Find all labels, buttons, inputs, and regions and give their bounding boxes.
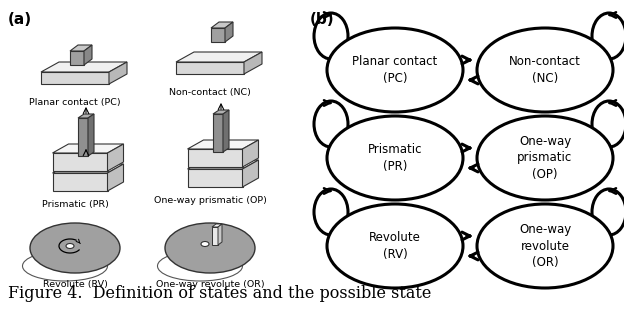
Text: One-way revolute (OR): One-way revolute (OR)	[155, 280, 265, 289]
Polygon shape	[88, 114, 94, 156]
Text: (a): (a)	[8, 12, 32, 27]
Polygon shape	[187, 169, 243, 187]
Ellipse shape	[592, 13, 624, 59]
Ellipse shape	[477, 204, 613, 288]
Ellipse shape	[314, 189, 348, 235]
Polygon shape	[41, 62, 127, 72]
Polygon shape	[70, 45, 92, 51]
Ellipse shape	[592, 189, 624, 235]
Text: (b): (b)	[310, 12, 334, 27]
Polygon shape	[223, 110, 229, 152]
Ellipse shape	[327, 116, 463, 200]
Ellipse shape	[327, 28, 463, 112]
Polygon shape	[52, 173, 107, 191]
Polygon shape	[187, 160, 258, 169]
Ellipse shape	[477, 28, 613, 112]
Polygon shape	[107, 144, 124, 171]
Ellipse shape	[66, 243, 74, 248]
Polygon shape	[78, 118, 88, 156]
Ellipse shape	[477, 116, 613, 200]
Ellipse shape	[165, 223, 255, 273]
Polygon shape	[176, 62, 244, 74]
Polygon shape	[52, 164, 124, 173]
Polygon shape	[211, 22, 233, 28]
Polygon shape	[225, 22, 233, 42]
Text: Non-contact (NC): Non-contact (NC)	[169, 88, 251, 97]
Polygon shape	[211, 28, 225, 42]
Text: Non-contact
(NC): Non-contact (NC)	[509, 55, 581, 85]
Polygon shape	[187, 149, 243, 167]
Polygon shape	[243, 160, 258, 187]
Text: Planar contact
(PC): Planar contact (PC)	[353, 55, 437, 85]
Ellipse shape	[592, 101, 624, 147]
Polygon shape	[41, 72, 109, 84]
Polygon shape	[109, 62, 127, 84]
Polygon shape	[213, 114, 223, 152]
Text: Prismatic (PR): Prismatic (PR)	[42, 200, 109, 209]
Text: Figure 4.  Definition of states and the possible state: Figure 4. Definition of states and the p…	[8, 285, 431, 302]
Ellipse shape	[314, 101, 348, 147]
Polygon shape	[70, 51, 84, 65]
Text: One-way
revolute
(OR): One-way revolute (OR)	[519, 223, 571, 269]
Polygon shape	[212, 227, 218, 245]
Ellipse shape	[201, 241, 209, 246]
Polygon shape	[244, 52, 262, 74]
Polygon shape	[52, 144, 124, 153]
Polygon shape	[84, 45, 92, 65]
Text: Planar contact (PC): Planar contact (PC)	[29, 98, 121, 107]
Text: Revolute (RV): Revolute (RV)	[42, 280, 107, 289]
Polygon shape	[187, 140, 258, 149]
Ellipse shape	[327, 204, 463, 288]
Polygon shape	[52, 153, 107, 171]
Text: Prismatic
(PR): Prismatic (PR)	[368, 143, 422, 173]
Text: One-way
prismatic
(OP): One-way prismatic (OP)	[517, 135, 573, 181]
Polygon shape	[213, 110, 229, 114]
Polygon shape	[243, 140, 258, 167]
Polygon shape	[78, 114, 94, 118]
Text: Revolute
(RV): Revolute (RV)	[369, 231, 421, 261]
Polygon shape	[176, 52, 262, 62]
Polygon shape	[212, 224, 222, 227]
Ellipse shape	[314, 13, 348, 59]
Text: One-way prismatic (OP): One-way prismatic (OP)	[154, 196, 266, 205]
Polygon shape	[218, 224, 222, 245]
Polygon shape	[107, 164, 124, 191]
Ellipse shape	[30, 223, 120, 273]
